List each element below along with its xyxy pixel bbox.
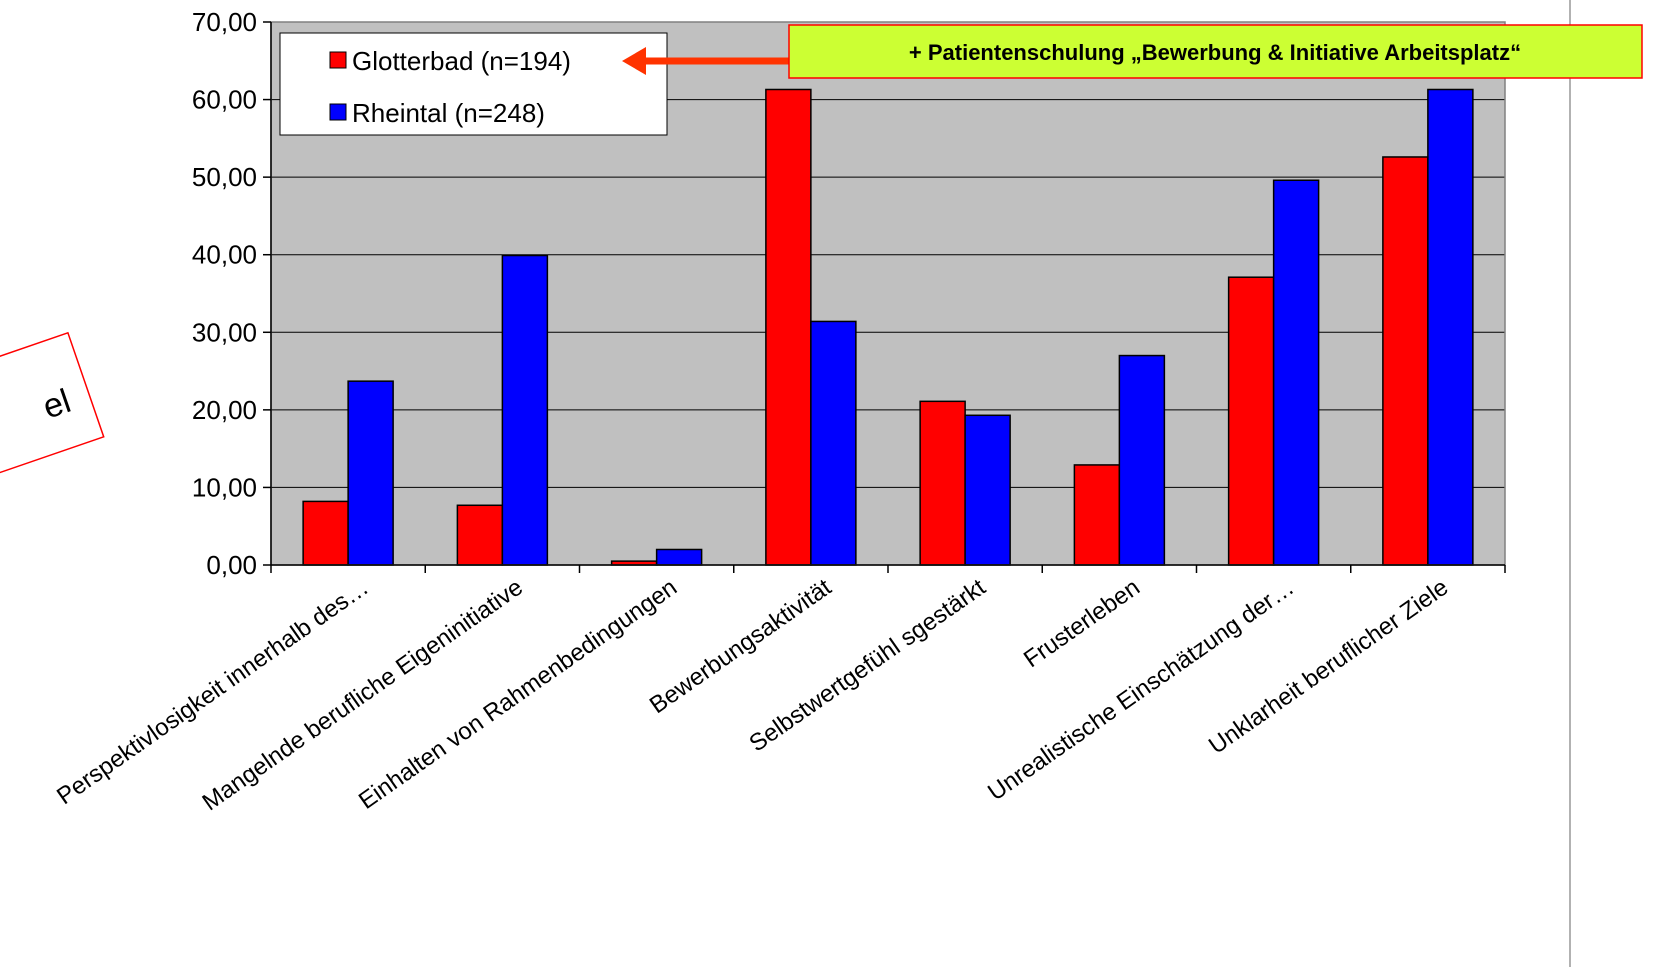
y-tick-label: 10,00 <box>192 472 257 502</box>
category-label: Perspektivlosigkeit innerhalb des… <box>52 574 373 810</box>
bar-glotterbad <box>765 88 812 566</box>
side-callout-box: el <box>0 331 105 505</box>
bar-glotterbad <box>1382 156 1429 566</box>
bars <box>302 88 1474 566</box>
bar-glotterbad <box>456 504 504 566</box>
category-label: Unklarheit beruflicher Ziele <box>1204 574 1453 760</box>
bar-rheintal <box>810 320 857 566</box>
y-tick-label: 40,00 <box>192 240 257 270</box>
legend-label-glotterbad: Glotterbad (n=194) <box>352 46 571 76</box>
category-label: Einhalten von Rahmenbedingungen <box>354 574 682 815</box>
bar-rheintal <box>1118 354 1166 566</box>
bar-rheintal <box>347 380 394 566</box>
y-axis-ticks: 0,00 10,00 20,00 30,00 40,00 50,00 60,00 70,00 <box>192 7 271 580</box>
annotation-text: + Patientenschulung „Bewerbung & Initiat… <box>909 40 1521 65</box>
bar-rheintal <box>964 414 1011 566</box>
bar-rheintal <box>655 548 703 566</box>
bar-glotterbad <box>919 400 966 566</box>
legend: Glotterbad (n=194) Rheintal (n=248) <box>279 32 668 136</box>
y-tick-label: 70,00 <box>192 7 257 37</box>
bar-glotterbad <box>1073 464 1121 566</box>
legend-swatch-rheintal <box>329 103 347 121</box>
annotation-callout: + Patientenschulung „Bewerbung & Initiat… <box>622 24 1643 79</box>
annotation-box <box>788 24 1643 79</box>
bar-rheintal <box>1272 179 1320 566</box>
bar-rheintal <box>501 254 549 566</box>
y-tick-label: 30,00 <box>192 317 257 347</box>
bar-rheintal <box>1427 88 1474 566</box>
category-label: Unrealistische Einschätzung der… <box>983 574 1299 807</box>
bar-glotterbad <box>1227 276 1275 566</box>
category-label: Mangelnde berufliche Eigeninitiative <box>198 574 528 817</box>
legend-swatch-glotterbad <box>329 51 347 69</box>
y-tick-label: 50,00 <box>192 162 257 192</box>
y-tick-label: 0,00 <box>206 550 257 580</box>
annotation-arrow-head <box>622 47 646 75</box>
y-tick-label: 60,00 <box>192 85 257 115</box>
y-tick-label: 20,00 <box>192 395 257 425</box>
legend-label-rheintal: Rheintal (n=248) <box>352 98 545 128</box>
category-labels: Perspektivlosigkeit innerhalb des…Mangel… <box>52 574 1453 817</box>
category-label: Frusterleben <box>1019 574 1145 673</box>
x-axis-ticks <box>270 565 1506 573</box>
bar-glotterbad <box>302 500 349 566</box>
